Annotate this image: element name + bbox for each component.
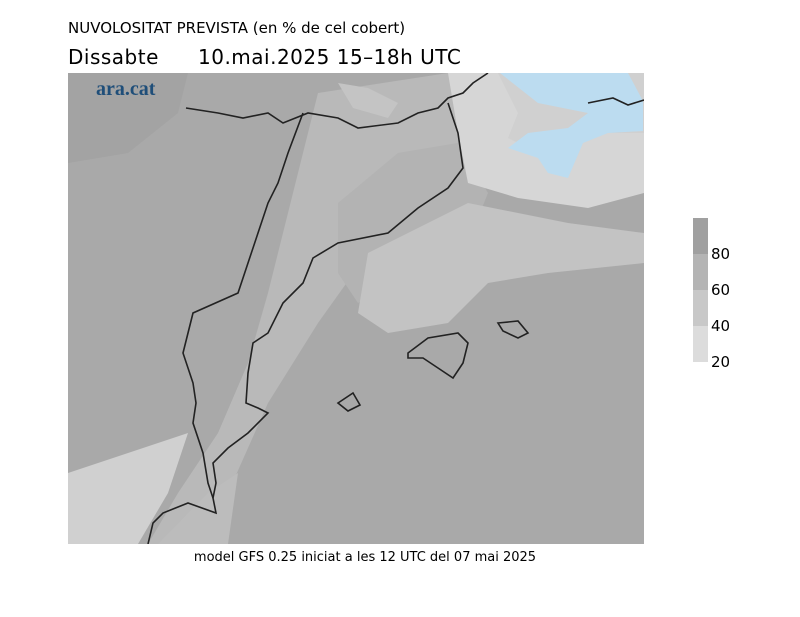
day: Dissabte [68, 45, 159, 69]
cloud-area [68, 433, 188, 544]
logo: ara.cat [96, 78, 156, 100]
coastlines [147, 73, 644, 544]
colorbar [693, 218, 708, 362]
legend-label: 60 [711, 281, 731, 299]
map [68, 73, 644, 544]
title: NUVOLOSITAT PREVISTA (en % de cel cobert… [68, 19, 406, 37]
date-time: 10.mai.2025 15–18h UTC [198, 45, 462, 69]
cloud-area [358, 203, 644, 333]
colorbar-band [693, 290, 708, 326]
legend-label: 20 [711, 353, 731, 371]
footer: model GFS 0.25 iniciat a les 12 UTC del … [193, 550, 537, 565]
cloud-area [158, 473, 238, 544]
cloud-area [68, 73, 188, 163]
colorbar-band [693, 254, 708, 290]
colorbar-band [693, 218, 708, 254]
cloud-area [338, 83, 398, 118]
legend-label: 80 [711, 245, 731, 263]
colorbar-band [693, 326, 708, 362]
legend-label: 40 [711, 317, 731, 335]
